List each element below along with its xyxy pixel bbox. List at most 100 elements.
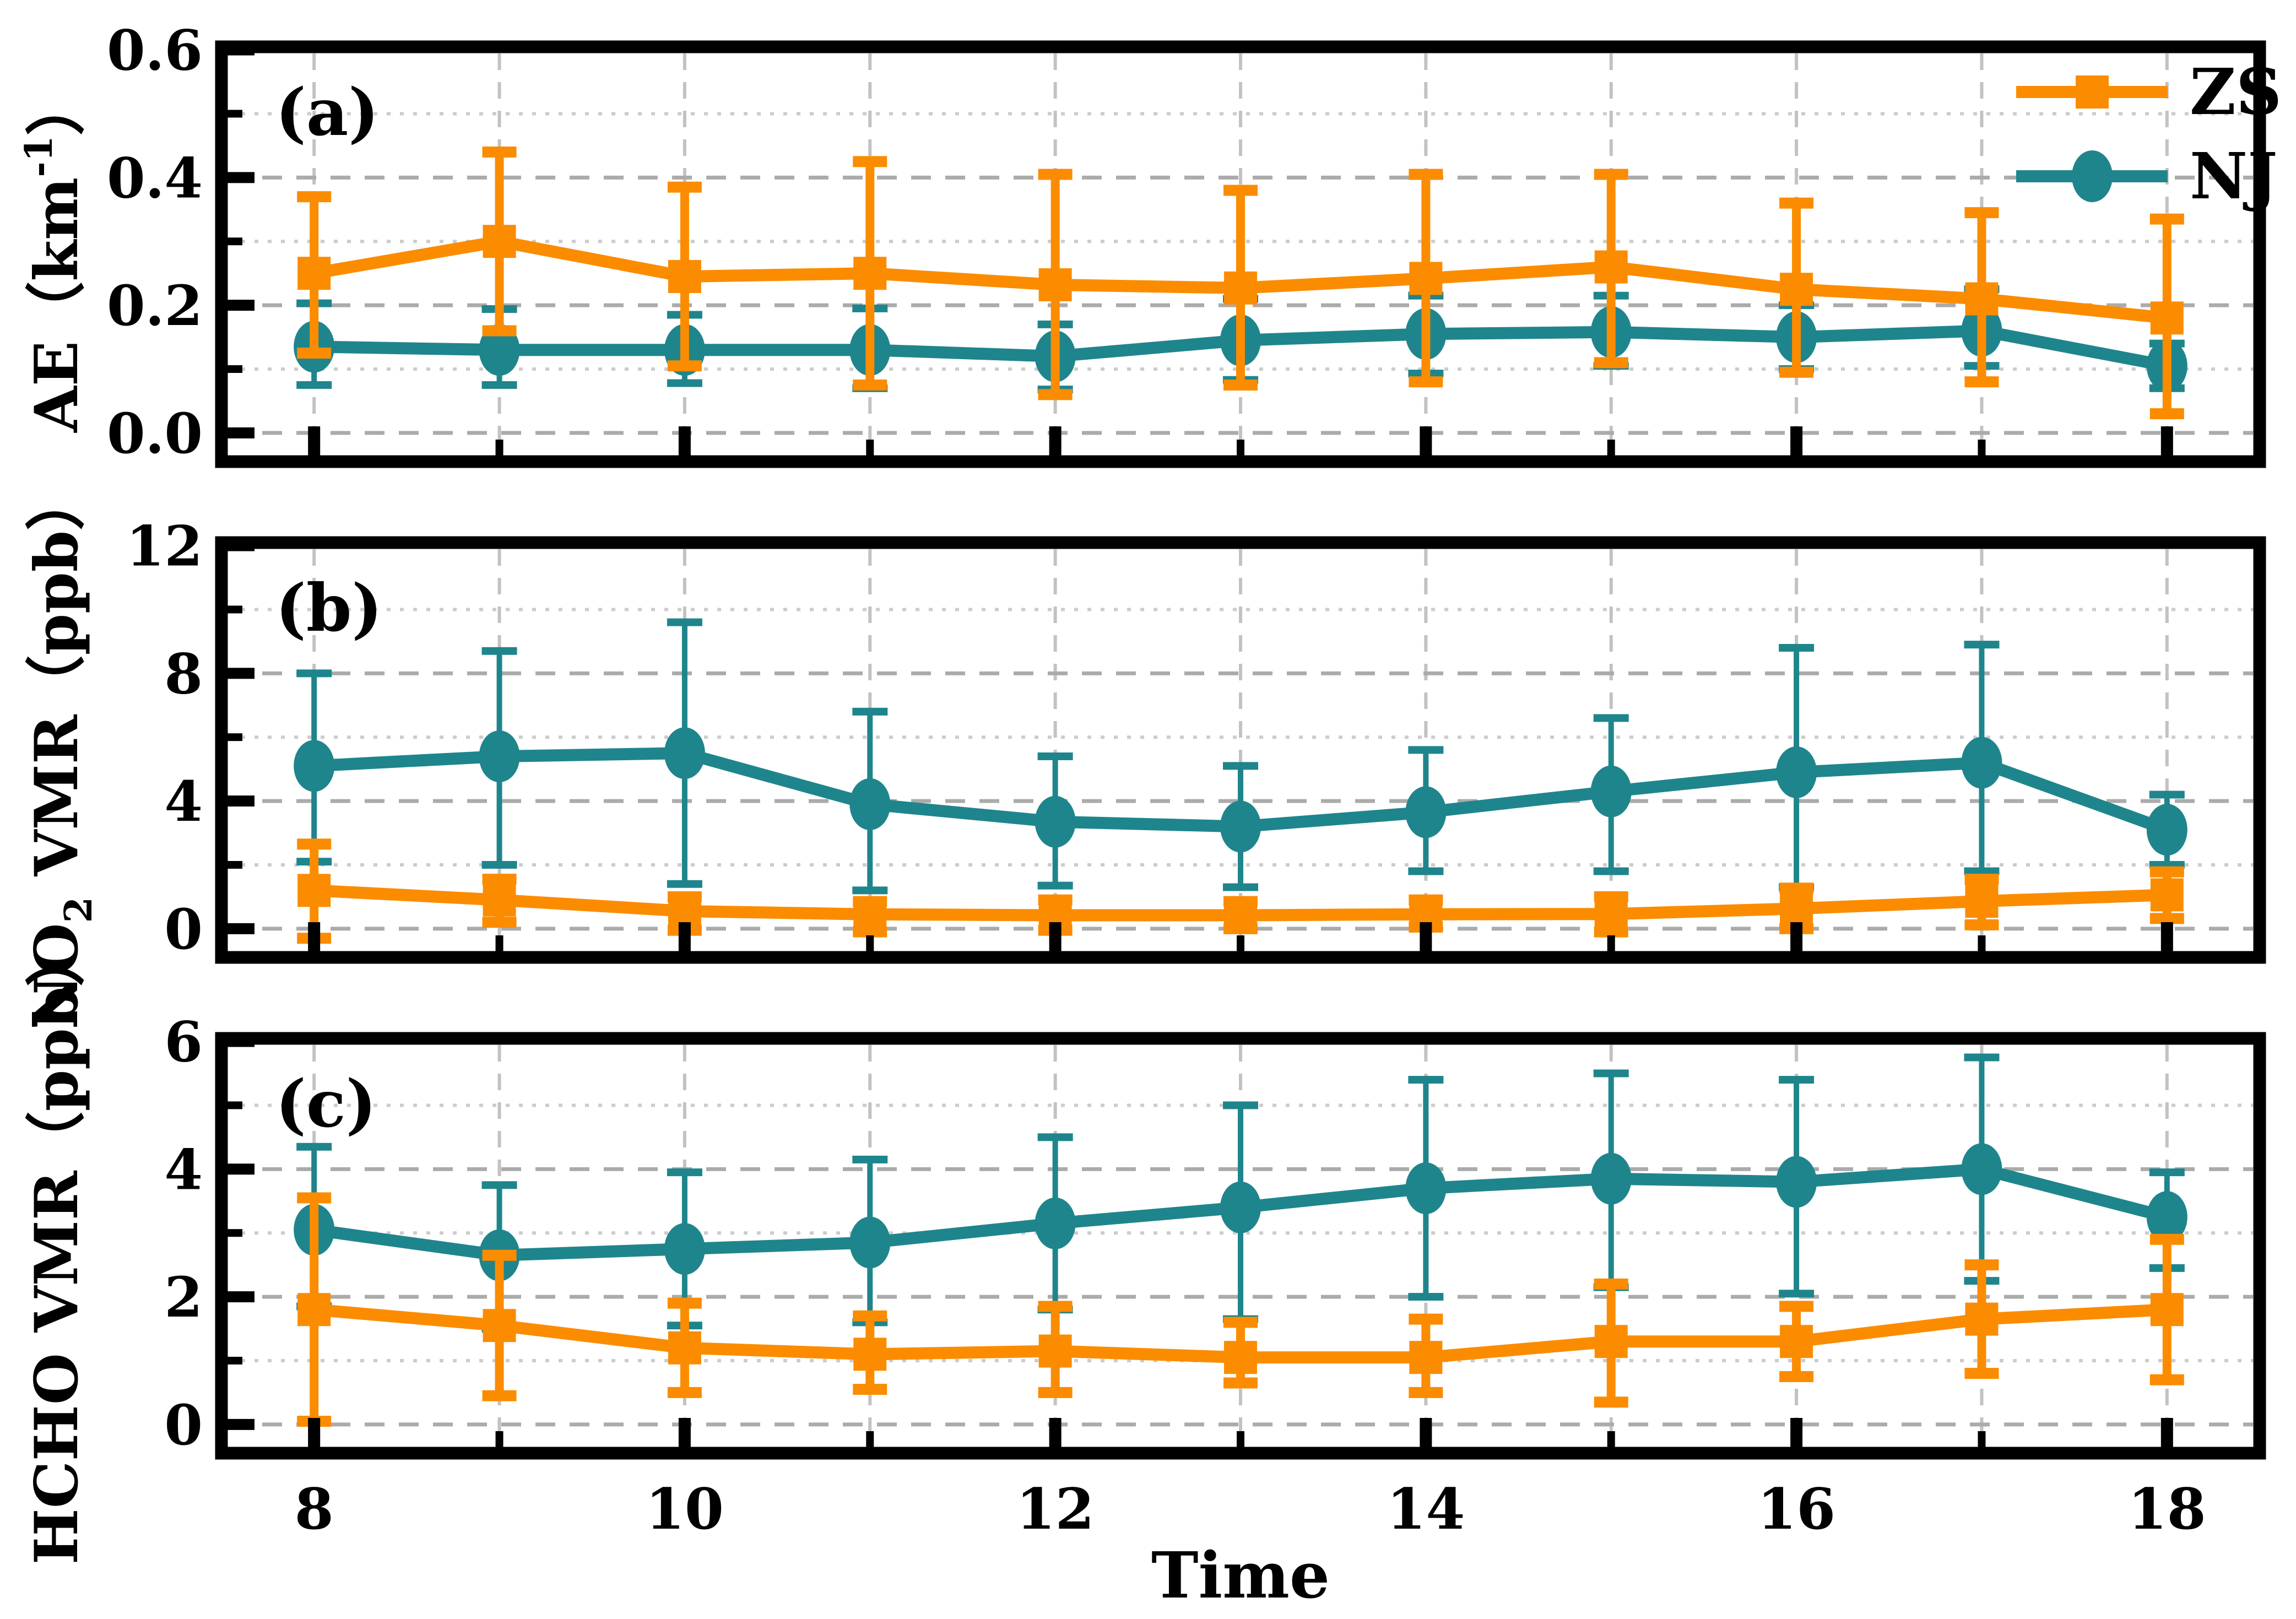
error-cap-bottom — [1779, 366, 1814, 378]
y-major-tick — [226, 795, 254, 807]
square-marker-icon — [1224, 1341, 1257, 1374]
error-cap-top — [2149, 1233, 2184, 1245]
error-cap-top — [296, 669, 332, 678]
circle-marker-icon — [2146, 1191, 2187, 1243]
error-cap-top — [1594, 169, 1628, 180]
panel-frame — [215, 1032, 2266, 1460]
circle-marker-icon — [1776, 1156, 1817, 1208]
x-minor-tick — [866, 935, 874, 953]
x-minor-tick — [1607, 440, 1615, 457]
error-cap-bottom — [1594, 357, 1628, 369]
y-major-tick — [226, 923, 254, 934]
error-cap-top — [667, 181, 702, 193]
error-cap-top — [852, 707, 888, 716]
y-major-tick — [226, 427, 254, 438]
x-major-tick — [1049, 426, 1062, 457]
error-cap-bottom — [1223, 1377, 1258, 1389]
x-major-tick — [678, 426, 691, 457]
square-marker-icon — [1780, 1325, 1813, 1358]
circle-marker-icon — [1776, 746, 1817, 798]
error-cap-top — [853, 156, 887, 167]
error-cap-top — [482, 874, 517, 885]
error-cap-bottom — [667, 1387, 702, 1398]
x-major-tick — [1790, 426, 1803, 457]
circle-marker-icon — [1220, 800, 1261, 853]
y-major-tick — [226, 1163, 254, 1175]
error-cap-bottom — [481, 381, 517, 389]
error-cap-top — [482, 146, 517, 158]
error-cap-bottom — [1223, 883, 1258, 891]
error-cap-bottom — [482, 917, 517, 928]
error-cap-top — [852, 1155, 888, 1163]
error-cap-bottom — [1408, 1293, 1444, 1301]
error-cap-top — [2149, 213, 2184, 225]
square-marker-icon — [1409, 262, 1443, 295]
panel-a: 0.0 0.2 0.4 0.6 (a) AE（km-1​） — [17, 18, 2266, 468]
error-cap-bottom — [1037, 881, 1073, 890]
x-major-tick — [1049, 1418, 1062, 1449]
x-major-tick — [1420, 426, 1432, 457]
y-tick-label: 0 — [164, 1393, 203, 1458]
y-minor-tick — [226, 1229, 242, 1237]
error-cap-bottom — [1593, 867, 1629, 875]
series-zs — [297, 838, 2184, 944]
y-tick-label: 12 — [126, 514, 203, 579]
square-marker-icon — [1594, 1325, 1628, 1358]
y-major-tick — [226, 1291, 254, 1303]
error-cap-top — [1779, 882, 1814, 894]
error-cap-bottom — [1964, 919, 1999, 930]
y-minor-tick — [226, 733, 242, 741]
square-marker-icon — [483, 225, 516, 258]
error-cap-top — [2149, 1168, 2185, 1177]
y-tick-label: 6 — [164, 1010, 203, 1075]
x-major-tick — [308, 426, 321, 457]
y-tick-label: 0.2 — [107, 273, 203, 338]
x-axis-title: Time — [1151, 1539, 1330, 1613]
y-tick-label: 8 — [164, 641, 203, 706]
error-cap-top — [1964, 1259, 1999, 1271]
square-marker-icon — [297, 1293, 331, 1326]
x-major-tick — [1790, 922, 1803, 953]
circle-marker-icon — [479, 324, 520, 376]
error-cap-bottom — [1038, 1387, 1073, 1398]
error-cap-top — [1037, 1133, 1073, 1141]
square-marker-icon — [668, 894, 701, 928]
square-marker-icon — [1224, 271, 1257, 305]
y-tick-label: 0.6 — [107, 18, 203, 83]
error-cap-bottom — [2149, 913, 2184, 924]
error-cap-bottom — [296, 381, 332, 389]
error-cap-top — [481, 647, 517, 655]
series-zs — [297, 1192, 2184, 1427]
square-marker-icon — [1409, 1341, 1443, 1374]
x-minor-tick — [1237, 935, 1244, 953]
square-marker-icon — [1038, 1334, 1072, 1368]
error-cap-bottom — [1594, 1396, 1628, 1408]
square-marker-icon — [668, 1331, 701, 1364]
error-cap-bottom — [853, 1384, 887, 1395]
error-cap-top — [1964, 874, 1999, 885]
y-minor-tick — [226, 1356, 242, 1364]
y-major-tick — [226, 300, 254, 311]
error-cap-top — [1964, 641, 2000, 649]
error-cap-bottom — [1408, 867, 1444, 875]
error-cap-top — [1408, 746, 1444, 754]
y-minor-tick — [226, 1101, 242, 1109]
error-cap-top — [667, 1168, 702, 1177]
x-tick-label: 14 — [1387, 1476, 1465, 1542]
error-cap-bottom — [1964, 1368, 1999, 1379]
error-cap-bottom — [482, 1390, 517, 1401]
circle-marker-icon — [1590, 1152, 1632, 1205]
legend: ZS NJ — [2016, 55, 2282, 214]
error-cap-bottom — [2149, 1374, 2184, 1385]
error-cap-top — [1223, 1317, 1258, 1328]
y-axis-title: AE（km-1​） — [17, 76, 91, 433]
square-marker-icon — [1594, 897, 1628, 931]
x-minor-tick — [1978, 1431, 1986, 1449]
error-cap-top — [667, 618, 702, 626]
error-cap-top — [297, 191, 332, 203]
y-tick-label: 4 — [164, 769, 203, 834]
circle-marker-icon — [1035, 1197, 1076, 1249]
square-marker-icon — [668, 259, 701, 293]
error-cap-top — [1409, 1313, 1443, 1325]
